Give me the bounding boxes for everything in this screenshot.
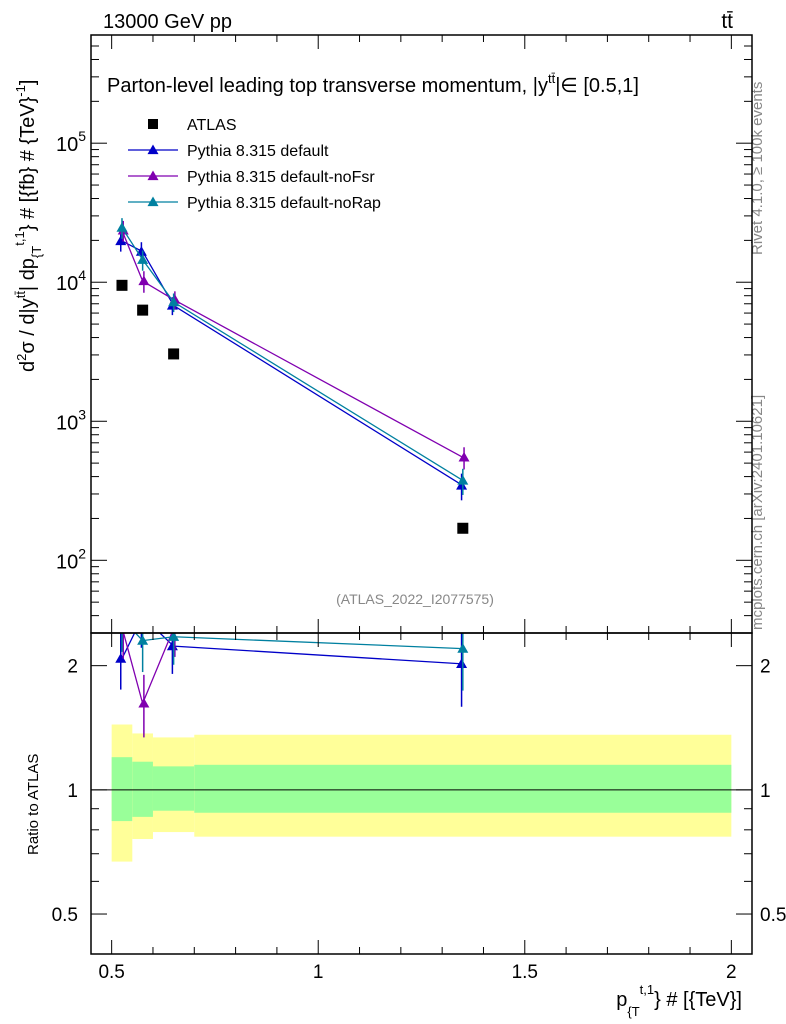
- header-left: 13000 GeV pp: [103, 11, 232, 33]
- axes: 0.5 1 1.5 2 102 103 104 105 0.5 0.5 1 1 2 2: [52, 34, 786, 983]
- ratio-y-tick-label: 0.5: [52, 905, 78, 926]
- ratio-series-point: [169, 623, 180, 633]
- ratio-series-point: [459, 574, 470, 584]
- x-tick-label: 1.5: [512, 962, 538, 983]
- x-tick-label: 2: [726, 962, 737, 983]
- ratio-plot-area: [115, 574, 470, 738]
- ratio-series-point: [456, 658, 468, 669]
- ratio-series-point: [136, 611, 147, 621]
- chart-title: Parton-level leading top transverse mome…: [107, 71, 639, 97]
- analysis-id: (ATLAS_2022_I2077575): [336, 591, 494, 607]
- legend: ATLAS Pythia 8.315 default Pythia 8.315 de…: [128, 117, 381, 212]
- y-tick-label: 105: [56, 128, 86, 156]
- ratio-series-point: [116, 613, 127, 623]
- stat-uncertainty-band: [111, 757, 133, 822]
- series-point: [458, 451, 470, 462]
- stat-uncertainty-band: [152, 766, 195, 811]
- series-line: [121, 227, 464, 482]
- data-point: [457, 522, 469, 534]
- header-right: tt̄: [721, 10, 733, 33]
- series-point: [456, 480, 468, 490]
- series-point: [457, 474, 469, 485]
- series-point: [138, 275, 150, 286]
- legend-marker: [147, 170, 159, 181]
- ratio-series-point: [137, 635, 149, 645]
- legend-label: Pythia 8.315 default-noFsr: [187, 169, 375, 186]
- legend-label-data: ATLAS: [187, 117, 237, 134]
- y-tick-label: 103: [56, 406, 86, 434]
- series-point: [115, 235, 127, 246]
- ratio-frame: [90, 632, 753, 955]
- series-point: [116, 222, 128, 232]
- ratio-y-tick-label: 2: [67, 657, 78, 678]
- ratio-y-tick-label-right: 0.5: [760, 905, 786, 926]
- main-y-axis-label: d2σ / d|ytt̄| dp{Tt,1} # [{fb} # {TeV}-1…: [12, 80, 44, 372]
- ratio-series-point: [115, 653, 127, 663]
- main-plot-area: [115, 218, 470, 534]
- rivet-version-label: Rivet 4.1.0, ≥ 100k events: [749, 82, 766, 255]
- ratio-y-tick-label-right: 2: [760, 657, 771, 678]
- data-point: [137, 304, 149, 316]
- x-tick-label: 0.5: [98, 962, 124, 983]
- data-point: [116, 279, 128, 291]
- y-tick-label: 104: [56, 267, 86, 295]
- x-tick-label: 1: [313, 962, 324, 983]
- legend-label: Pythia 8.315 default-noRap: [187, 195, 381, 212]
- ratio-y-axis-label: Ratio to ATLAS: [25, 754, 42, 855]
- stat-uncertainty-band: [132, 761, 153, 817]
- ratio-series-point: [168, 633, 180, 641]
- ratio-y-tick-label-right: 1: [760, 781, 771, 802]
- series-point: [137, 254, 149, 264]
- stat-uncertainty-band: [194, 764, 732, 813]
- legend-marker: [147, 196, 159, 207]
- mcplots-label: mcplots.cern.ch [arXiv:2401.10621]: [749, 395, 766, 630]
- x-axis-label: p{Tt,1} # [{TeV}]: [616, 982, 742, 1019]
- series-point: [168, 296, 180, 307]
- ratio-series-point: [457, 643, 469, 653]
- ratio-series-point: [138, 697, 150, 708]
- ratio-y-tick-label: 1: [67, 781, 78, 802]
- ratio-bands: [91, 724, 752, 862]
- y-tick-label: 102: [56, 545, 86, 573]
- series-line: [121, 240, 464, 487]
- legend-marker: [147, 144, 159, 155]
- data-point: [168, 348, 180, 360]
- legend-marker-data: [148, 119, 158, 129]
- ratio-series-line: [121, 633, 463, 665]
- ratio-series-point: [118, 622, 129, 632]
- legend-label: Pythia 8.315 default: [187, 143, 329, 160]
- series-line: [121, 230, 464, 458]
- ratio-series-line: [122, 633, 173, 706]
